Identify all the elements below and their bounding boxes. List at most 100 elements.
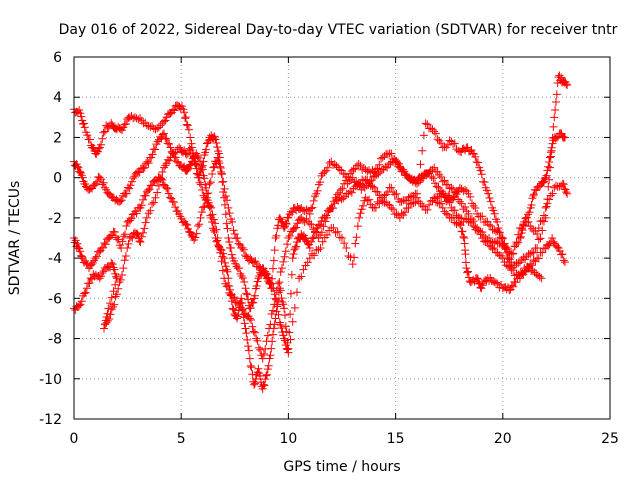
data-point <box>118 237 127 246</box>
data-point <box>250 291 259 300</box>
data-point <box>259 267 268 276</box>
data-point <box>404 193 413 202</box>
y-axis-label: SDTVAR / TECUs <box>7 181 23 296</box>
data-point <box>129 174 138 183</box>
data-point <box>285 232 294 241</box>
data-point <box>214 157 223 166</box>
data-point <box>112 272 121 281</box>
data-point <box>194 173 203 182</box>
data-point <box>418 146 427 155</box>
data-point <box>413 189 422 198</box>
data-point <box>183 121 192 130</box>
data-point <box>476 230 485 239</box>
data-point <box>154 181 163 190</box>
data-point <box>75 106 84 115</box>
data-point <box>198 185 207 194</box>
data-point <box>262 370 271 379</box>
data-point <box>222 282 231 291</box>
data-point <box>240 319 249 328</box>
data-point <box>233 233 242 242</box>
data-point <box>163 184 172 193</box>
data-point <box>464 273 473 282</box>
data-point <box>348 173 357 182</box>
data-point <box>471 204 480 213</box>
data-point <box>181 114 190 123</box>
data-point <box>97 140 106 149</box>
data-point <box>221 262 230 271</box>
data-point <box>401 171 410 180</box>
data-point <box>116 275 125 284</box>
data-point <box>151 125 160 134</box>
data-point <box>219 177 228 186</box>
data-point <box>497 233 506 242</box>
data-point <box>558 250 567 259</box>
x-axis-label: GPS time / hours <box>283 459 400 475</box>
data-point <box>545 163 554 172</box>
data-point <box>121 119 130 128</box>
data-point <box>212 225 221 234</box>
y-tick-label: 0 <box>53 171 62 187</box>
data-point <box>243 290 252 299</box>
data-point <box>132 229 141 238</box>
data-point <box>166 143 175 152</box>
data-point <box>330 160 339 169</box>
data-point <box>104 304 113 313</box>
data-point <box>455 197 464 206</box>
data-point <box>461 250 470 259</box>
data-point <box>432 182 441 191</box>
data-point <box>162 134 171 143</box>
data-point <box>108 260 117 269</box>
data-point <box>95 173 104 182</box>
data-point <box>515 234 524 242</box>
data-point <box>514 259 523 268</box>
data-point <box>97 272 106 281</box>
data-point <box>180 108 189 117</box>
data-point <box>483 237 492 246</box>
data-point <box>541 173 550 182</box>
data-point <box>136 238 145 247</box>
data-point <box>353 180 362 189</box>
data-point <box>221 191 230 200</box>
data-point <box>359 182 368 191</box>
data-point <box>182 150 191 159</box>
data-point <box>329 197 338 206</box>
data-point <box>268 264 277 273</box>
data-point <box>519 220 528 229</box>
data-point <box>80 123 89 132</box>
data-point <box>369 172 378 181</box>
data-point <box>137 201 146 210</box>
data-point <box>503 262 512 271</box>
data-point <box>431 129 440 138</box>
data-point <box>288 317 297 326</box>
data-point <box>503 247 512 256</box>
data-point <box>288 254 297 263</box>
data-point <box>146 206 155 215</box>
data-point <box>202 145 211 154</box>
data-point <box>333 227 342 236</box>
data-point <box>271 234 280 242</box>
data-point <box>198 165 207 174</box>
data-point <box>172 157 181 166</box>
data-point <box>335 233 344 242</box>
data-point <box>215 159 224 168</box>
data-point <box>515 270 524 279</box>
data-point <box>276 268 285 277</box>
data-point <box>128 233 137 242</box>
data-point <box>544 182 553 191</box>
data-point <box>307 204 316 213</box>
data-point <box>533 244 542 253</box>
data-point <box>352 233 361 242</box>
data-point <box>184 125 193 134</box>
data-point <box>361 165 370 174</box>
data-point <box>209 134 218 143</box>
data-point <box>212 139 221 148</box>
data-point <box>347 188 356 197</box>
data-point <box>133 231 142 240</box>
data-point <box>539 177 548 186</box>
data-point <box>225 209 234 218</box>
data-point <box>545 195 554 204</box>
data-point <box>261 375 270 384</box>
plot-frame <box>73 56 611 420</box>
data-point <box>557 73 566 82</box>
data-point <box>313 186 322 195</box>
